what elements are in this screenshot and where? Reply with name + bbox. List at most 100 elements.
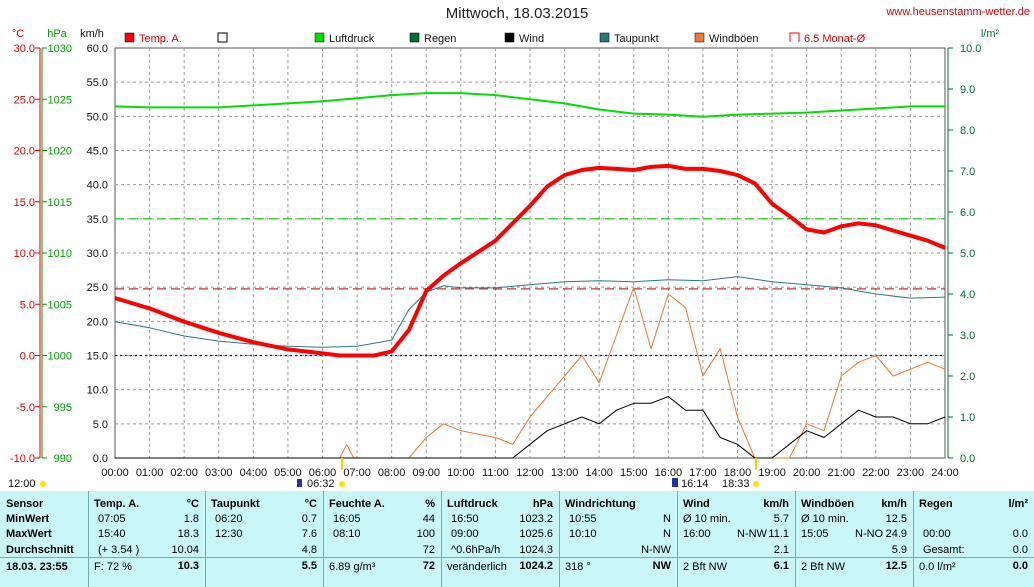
row-label: MaxWert xyxy=(6,528,52,540)
pressure-tick-label: 1030 xyxy=(48,43,72,55)
rain-tick-label: 8.0 xyxy=(960,125,975,137)
pressure-tick-label: 1020 xyxy=(48,146,72,158)
table-cell: 10.3 xyxy=(177,560,199,572)
rain-tick-label: 6.0 xyxy=(960,207,975,219)
legend-label: Windböen xyxy=(709,33,759,45)
table-cell: 5.5 xyxy=(301,560,317,572)
x-tick-label: 20:00 xyxy=(793,467,821,479)
legend-swatch xyxy=(314,32,325,43)
marker-time: 16:14 xyxy=(681,478,709,490)
legend-label: Taupunkt xyxy=(614,33,659,45)
rain-tick-label: 1.0 xyxy=(960,412,975,424)
series-lines xyxy=(114,92,946,459)
table-cell: 15:05 xyxy=(801,528,829,540)
table-timestamp: 18.03. 23:55 xyxy=(6,561,68,573)
wind-tick-label: 40.0 xyxy=(87,180,108,192)
temp-tick-label: 0.0 xyxy=(20,351,35,363)
table-cell: Windrichtung xyxy=(565,498,636,510)
table-cell: 16:05 xyxy=(333,513,361,525)
table-cell: Windböen xyxy=(801,498,855,510)
col-feuchte: Feuchte A.% 16:05 44 08:10 100 72 6.89 g/m³ 72 xyxy=(323,491,442,587)
col-luftdruck: Luftdruck hPa 16:50 1023.2 09:00 1025.6 ^0.6hP… xyxy=(441,491,560,587)
table-cell: 10:55 xyxy=(569,513,597,525)
table-cell: 0.7 xyxy=(301,513,317,525)
wind-tick-label: 25.0 xyxy=(87,282,108,294)
table-cell: 08:10 xyxy=(333,528,361,540)
table-cell: (+ 3.54 ) xyxy=(98,544,140,556)
table-cell: 0.0 xyxy=(1012,560,1028,572)
table-cell: F: 72 % xyxy=(94,561,132,573)
temp-tick-label: 30.0 xyxy=(14,43,35,55)
pressure-tick-label: 1010 xyxy=(48,248,72,260)
table-cell: Regen xyxy=(919,498,953,510)
pressure-tick-label: 1000 xyxy=(48,351,72,363)
x-tick-label: 11:00 xyxy=(482,467,509,479)
axes: 00:00 01:00 02:00 03:00 04:00 05:00 06:00 07:00… xyxy=(10,28,1000,479)
sunrise-marker xyxy=(297,479,302,487)
table-cell: 1.8 xyxy=(183,513,199,525)
pressure-tick-label: 995 xyxy=(54,402,72,414)
legend-label: 6.5 Monat-Ø xyxy=(804,33,866,45)
x-tick-label: 14:00 xyxy=(585,467,613,479)
series-wind xyxy=(115,396,946,459)
table-cell: °C xyxy=(186,498,199,510)
table-cell: 1024.3 xyxy=(519,544,553,556)
table-cell: 10.04 xyxy=(171,544,199,556)
table-cell: Taupunkt xyxy=(211,498,260,510)
legend-label: Regen xyxy=(424,33,456,45)
x-tick-label: 13:00 xyxy=(551,467,579,479)
col-taupunkt: Taupunkt °C 06:20 0.7 12:30 7.6 4.8 5.5 xyxy=(205,491,324,587)
table-cell: 2.1 xyxy=(773,544,789,556)
series-tempa xyxy=(114,163,946,358)
site-url[interactable]: www.heusenstamm-wetter.de xyxy=(886,6,1030,18)
legend-swatch xyxy=(409,32,420,43)
table-cell: °C xyxy=(304,498,317,510)
table-cell: km/h xyxy=(881,498,907,510)
rain-tick-label: 3.0 xyxy=(960,330,975,342)
x-tick-label: 12:00 xyxy=(516,467,544,479)
wind-tick-label: 45.0 xyxy=(87,146,108,158)
wind-tick-label: 60.0 xyxy=(87,43,108,55)
table-cell: N-NO xyxy=(855,528,884,540)
table-cell: 318 ° xyxy=(565,561,591,573)
table-cell: 4.8 xyxy=(301,544,317,556)
x-tick-label: 10:00 xyxy=(447,467,475,479)
wind-tick-label: 0.0 xyxy=(93,453,108,465)
x-tick-label: 06:00 xyxy=(309,467,337,479)
rain-tick-label: 0.0 xyxy=(960,453,975,465)
table-cell: 16:50 xyxy=(451,513,479,525)
series-luftdruck xyxy=(114,92,945,118)
legend-swatch xyxy=(217,32,228,43)
legend-label: Wind xyxy=(519,33,544,45)
x-tick-label: 04:00 xyxy=(240,467,268,479)
sunset-time: 18:33 xyxy=(722,478,750,490)
x-tick-label: 00:00 xyxy=(101,467,129,479)
table-cell: 07:05 xyxy=(98,513,126,525)
table-cell: 5.9 xyxy=(891,544,907,556)
rain-tick-label: 5.0 xyxy=(960,248,975,260)
x-tick-label: 22:00 xyxy=(862,467,890,479)
wind-tick-label: 35.0 xyxy=(87,214,108,226)
sunset-icon xyxy=(753,481,759,487)
row-label: MinWert xyxy=(6,513,50,525)
legend-swatch xyxy=(789,32,800,42)
table-cell: 00:00 xyxy=(923,528,951,540)
table-cell: 10:10 xyxy=(569,528,597,540)
col-windboeen: Windböen km/h Ø 10 min. 12.5 15:05 N-NO 24.9 5.… xyxy=(795,491,914,587)
rain-tick-label: 10.0 xyxy=(960,43,981,55)
x-tick-label: 02:00 xyxy=(170,467,198,479)
legend-swatch xyxy=(124,32,135,43)
pressure-tick-label: 1005 xyxy=(48,299,72,311)
wind-tick-label: 50.0 xyxy=(87,111,108,123)
table-cell: Gesamt: xyxy=(923,544,965,556)
table-cell: 24.9 xyxy=(885,528,907,540)
col-sensor: Sensor MinWert MaxWert Durchschnitt 18.0… xyxy=(0,491,89,587)
wind-tick-label: 15.0 xyxy=(87,351,108,363)
x-tick-label: 23:00 xyxy=(897,467,925,479)
legend-label: Luftdruck xyxy=(329,33,375,45)
summary-table: Sensor MinWert MaxWert Durchschnitt 18.0… xyxy=(0,491,1034,587)
table-cell: 06:20 xyxy=(215,513,243,525)
table-cell: N xyxy=(663,528,671,540)
col-temp: Temp. A. °C 07:05 1.8 15:40 18.3 (+ 3.54 ) 10.0… xyxy=(88,491,206,587)
row-label: Durchschnitt xyxy=(6,544,74,556)
